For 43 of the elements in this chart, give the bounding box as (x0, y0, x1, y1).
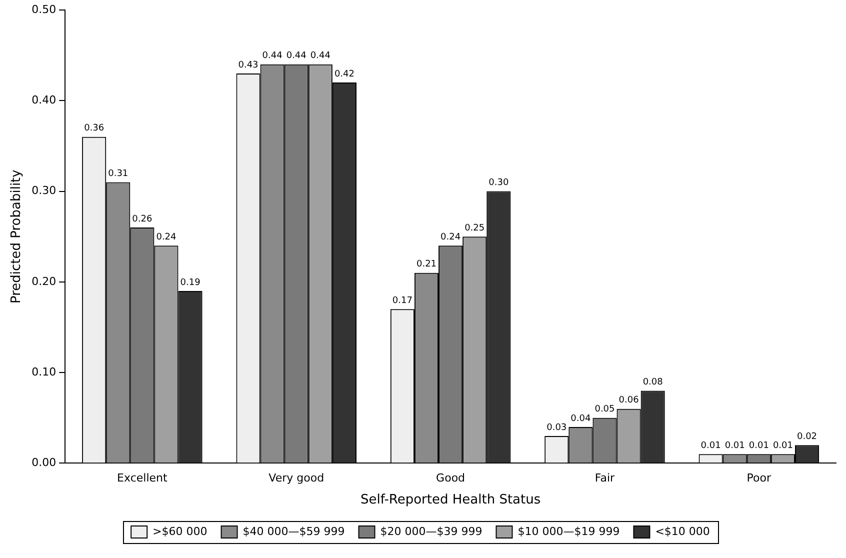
data-label: 0.08 (642, 378, 664, 388)
x-tick-label: Fair (594, 472, 616, 485)
data-label: 0.01 (724, 440, 745, 451)
data-label: 0.26 (132, 214, 152, 224)
data-label: 0.03 (546, 422, 567, 433)
x-tick-label: Excellent (117, 472, 168, 485)
legend-label: $20 000—$39 999 (380, 524, 482, 538)
x-axis-title: Self-Reported Health Status (360, 492, 541, 508)
x-tick-label: Good (436, 472, 466, 485)
data-label: 0.24 (440, 232, 461, 243)
data-label: 0.31 (108, 169, 128, 180)
y-tick-label: 0.40 (32, 94, 56, 106)
data-label: 0.06 (618, 396, 640, 406)
y-tick-label: 0.20 (32, 274, 56, 288)
data-label: 0.36 (84, 124, 104, 134)
data-label: 0.01 (748, 440, 769, 451)
x-tick-label: Poor (746, 472, 772, 485)
y-tick-label: 0.00 (32, 456, 56, 470)
data-label: 0.04 (570, 414, 591, 424)
data-label: 0.30 (488, 178, 509, 188)
legend-label: <$10 000 (655, 524, 710, 538)
data-label: 0.42 (334, 69, 354, 80)
data-label: 0.25 (464, 223, 485, 234)
data-label: 0.01 (772, 440, 793, 451)
data-label: 0.02 (796, 432, 818, 442)
legend-label: $10 000—$19 999 (518, 524, 620, 538)
x-tick-label: Very good (268, 472, 324, 485)
y-tick-label: 0.50 (32, 2, 56, 16)
data-label: 0.24 (156, 232, 177, 243)
data-label: 0.19 (180, 278, 201, 288)
data-label: 0.01 (700, 440, 721, 451)
data-label: 0.21 (416, 260, 437, 270)
data-label: 0.44 (286, 51, 307, 62)
y-axis-title: Predicted Probability (9, 169, 24, 304)
data-label: 0.17 (392, 296, 412, 306)
data-label: 0.44 (262, 51, 283, 62)
y-tick-label: 0.30 (32, 184, 56, 198)
data-label: 0.44 (310, 51, 331, 62)
legend-label: >$60 000 (152, 524, 208, 538)
legend-label: $40 000—$59 999 (242, 524, 345, 538)
y-tick-label: 0.10 (32, 365, 56, 378)
data-label: 0.43 (238, 60, 258, 70)
data-label: 0.05 (594, 404, 615, 415)
